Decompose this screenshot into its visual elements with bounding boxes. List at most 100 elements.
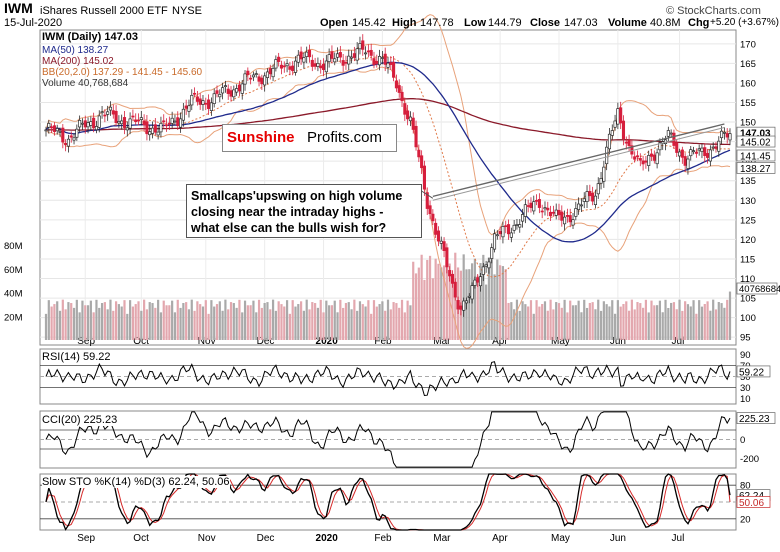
candle-body xyxy=(83,120,87,128)
source-label[interactable]: © StockCharts.com xyxy=(666,5,761,17)
price-tick-label: 110 xyxy=(740,274,755,285)
volume-bar xyxy=(204,300,207,340)
volume-bar xyxy=(409,305,412,340)
candle-body xyxy=(111,110,115,115)
volume-bar xyxy=(560,307,563,340)
volume-bar xyxy=(89,300,92,340)
change-label: Chg xyxy=(688,17,710,29)
volume-bar xyxy=(336,312,339,340)
candle-body xyxy=(319,65,323,69)
volume-bar xyxy=(591,302,594,340)
volume-bar xyxy=(605,304,608,340)
candle-body xyxy=(355,48,359,61)
volume-bar xyxy=(302,310,306,340)
month-label-top: Jul xyxy=(672,336,685,347)
candle-body xyxy=(288,66,292,70)
candle-body xyxy=(341,60,345,66)
volume-bar xyxy=(664,299,667,340)
volume-bar xyxy=(114,301,118,340)
volume-bar xyxy=(238,299,241,340)
legend-bb: BB(20,2.0) 137.29 - 141.45 - 145.60 xyxy=(42,67,203,78)
volume-bar xyxy=(112,310,115,340)
candle-body xyxy=(543,207,547,210)
sto-d-badge-label: 50.06 xyxy=(739,498,764,509)
security-name: iShares Russell 2000 ETF xyxy=(40,5,168,17)
volume-bar xyxy=(434,258,437,340)
watermark-brand-a: Sunshine xyxy=(227,129,295,146)
month-label: Jun xyxy=(610,533,626,544)
volume-bar xyxy=(616,300,619,340)
sto-d-badge-box xyxy=(736,496,771,508)
candle-body xyxy=(389,62,393,65)
volume-bar xyxy=(271,299,275,340)
candle-body xyxy=(521,214,525,222)
change-value: +5.20 (+3.67%) xyxy=(710,17,779,28)
candle-body xyxy=(577,203,581,210)
volume-bar xyxy=(367,300,370,340)
candle-body xyxy=(394,80,398,89)
bb-middle-line xyxy=(45,55,731,278)
volume-bar xyxy=(185,302,188,340)
volume-bar xyxy=(372,300,376,340)
candle-body xyxy=(481,266,485,275)
cci-tick-label: -200 xyxy=(740,454,759,465)
annotation-box: Smallcaps'upswing on high volume closing… xyxy=(186,184,422,238)
candle-body xyxy=(633,156,637,160)
volume-bar xyxy=(510,302,513,340)
price-badge-box xyxy=(736,162,776,174)
candle-body xyxy=(170,117,174,124)
month-label: Nov xyxy=(198,533,216,544)
candle-body xyxy=(148,131,152,136)
candle-body xyxy=(453,281,457,298)
volume-bar xyxy=(535,300,538,340)
volume-bar xyxy=(583,299,586,340)
candle-body xyxy=(364,52,368,55)
volume-bar xyxy=(482,254,485,340)
candle-body xyxy=(179,118,183,128)
candle-body xyxy=(403,103,407,115)
candle-body xyxy=(717,140,721,152)
candle-body xyxy=(310,59,314,67)
candle-body xyxy=(529,202,533,208)
candle-body xyxy=(484,264,488,267)
month-label: Mar xyxy=(433,533,451,544)
candle-body xyxy=(44,129,48,132)
price-tick-label: 120 xyxy=(740,235,756,246)
candle-body xyxy=(596,183,600,195)
volume-bar xyxy=(246,305,249,340)
candle-body xyxy=(680,149,684,158)
candle-body xyxy=(184,105,188,109)
price-tick-label: 150 xyxy=(740,118,756,129)
candle-body xyxy=(624,141,628,144)
volume-bar xyxy=(339,299,342,340)
candle-body xyxy=(535,200,539,202)
volume-bar xyxy=(84,305,87,340)
candle-body xyxy=(428,205,432,215)
open-value: 145.42 xyxy=(352,17,386,29)
volume-bar xyxy=(513,309,516,340)
legend-ma200: MA(200) 145.02 xyxy=(42,56,114,67)
candle-body xyxy=(134,119,138,123)
price-tick-label: 130 xyxy=(740,196,756,207)
volume-badge-box xyxy=(736,282,778,295)
candle-body xyxy=(677,151,682,157)
volume-bar xyxy=(493,274,496,340)
annotation-pointer xyxy=(419,189,434,199)
volume-bar xyxy=(490,259,493,340)
volume-bar xyxy=(182,303,185,340)
candle-body xyxy=(375,60,379,64)
candle-body xyxy=(549,211,553,217)
volume-bar xyxy=(322,312,325,340)
candle-body xyxy=(378,56,382,66)
volume-bar xyxy=(532,313,535,340)
candle-body xyxy=(125,127,129,131)
candle-body xyxy=(122,117,127,128)
volume-bar xyxy=(299,301,303,340)
volume-bar xyxy=(692,300,695,340)
candle-body xyxy=(271,68,275,78)
volume-bar xyxy=(134,304,137,340)
volume-bar xyxy=(501,266,505,340)
month-label: 2020 xyxy=(316,533,339,544)
candle-body xyxy=(369,49,373,56)
